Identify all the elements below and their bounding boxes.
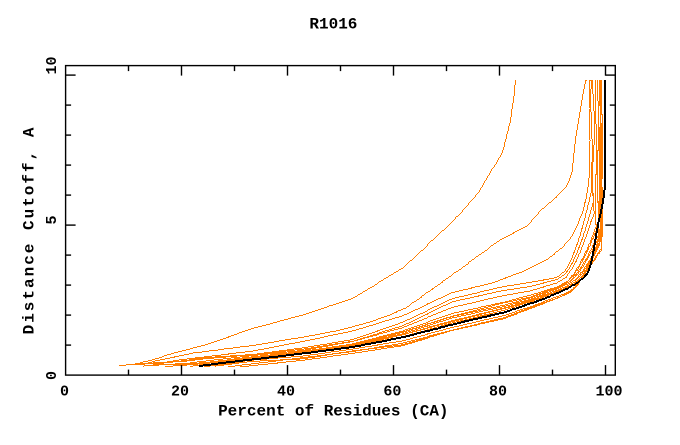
- svg-text:80: 80: [489, 383, 507, 400]
- svg-text:0: 0: [44, 371, 61, 380]
- svg-text:Percent of Residues (CA): Percent of Residues (CA): [218, 403, 448, 421]
- svg-text:Distance Cutoff, A: Distance Cutoff, A: [21, 126, 39, 335]
- svg-text:20: 20: [171, 383, 189, 400]
- svg-text:5: 5: [44, 215, 61, 224]
- svg-text:0: 0: [60, 383, 69, 400]
- svg-text:40: 40: [277, 383, 295, 400]
- svg-text:R1016: R1016: [309, 16, 357, 34]
- svg-text:60: 60: [383, 383, 401, 400]
- svg-text:100: 100: [595, 383, 622, 400]
- svg-text:10: 10: [44, 56, 61, 74]
